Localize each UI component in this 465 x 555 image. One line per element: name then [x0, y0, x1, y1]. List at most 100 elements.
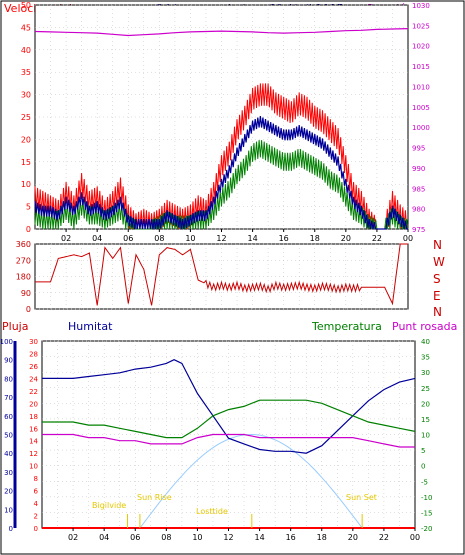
wind-time-tick-label: 00: [403, 234, 413, 243]
wind-direction-panel: 0 90 180 270 360 N W S E N: [16, 238, 445, 319]
rain-tick-label: 6: [34, 488, 39, 496]
wind-speed-tick-label: 15: [21, 158, 31, 167]
wind-low-line: [34, 140, 409, 230]
temperature-tick-label: 35: [421, 354, 430, 362]
pressure-tick-label: 975: [412, 226, 425, 234]
dewpoint-axis-title: Punt rosada: [392, 320, 457, 333]
temperature-tick-label: 10: [421, 432, 430, 440]
rain-tick-label: 30: [29, 338, 38, 346]
solar-curve-line: [139, 433, 362, 529]
wind-direction-series: [35, 243, 408, 306]
rain-time-tick-label: 18: [317, 533, 327, 542]
pressure-tick-label: 1005: [412, 104, 430, 112]
compass-letter-s: S: [433, 272, 441, 286]
rain-time-tick-label: 06: [130, 533, 140, 542]
rain-time-tick-label: 08: [161, 533, 171, 542]
wind-speed-tick-label: 20: [21, 135, 31, 144]
humidity-axis: 0 10 20 30 40 50 60 70 80 90 100: [0, 338, 13, 533]
wind-direction-axis: 0 90 180 270 360: [16, 240, 31, 314]
humidity-tick-label: 90: [4, 357, 13, 365]
pressure-tick-label: 980: [412, 206, 425, 214]
wind-time-tick-label: 08: [154, 234, 164, 243]
rain-tick-label: 16: [29, 425, 38, 433]
sun-label-sunset: Sun Set: [346, 493, 377, 502]
wind-speed-tick-label: 0: [26, 225, 31, 234]
temperature-tick-label: 20: [421, 400, 430, 408]
humidity-axis-title: Humitat: [68, 320, 113, 333]
wind-speed-tick-label: 45: [21, 23, 31, 32]
sun-events: Bigilvide Sun Rise Losttide Sun Set: [92, 493, 377, 528]
wind-time-tick-label: 20: [341, 234, 351, 243]
temperature-tick-label: -10: [421, 494, 432, 502]
wind-time-tick-label: 10: [185, 234, 195, 243]
pressure-tick-label: 985: [412, 185, 425, 193]
wind-time-tick-label: 04: [92, 234, 102, 243]
temperature-axis: -20 -15 -10 -5 0 5 10 15 20 25 30 35 40: [421, 338, 432, 533]
humidity-tick-label: 30: [4, 469, 13, 477]
humidity-tick-label: 20: [4, 488, 13, 496]
sun-label-sunrise: Sun Rise: [137, 493, 172, 502]
compass-letter-w: W: [433, 255, 445, 269]
pressure-line: [34, 28, 409, 37]
humidity-tick-label: 60: [4, 413, 13, 421]
pressure-tick-label: 1000: [412, 124, 430, 132]
humidity-tick-label: 100: [0, 338, 13, 346]
temperature-line: [42, 399, 416, 439]
rain-tick-label: 28: [29, 350, 38, 358]
humidity-tick-label: 0: [9, 525, 13, 533]
temperature-tick-label: 30: [421, 369, 430, 377]
rain-tick-label: 4: [34, 500, 39, 508]
humidity-tick-label: 50: [4, 432, 13, 440]
wind-pressure-grid: [35, 4, 408, 230]
wind-time-tick-label: 02: [61, 234, 71, 243]
wind-speed-axis: 0 5 10 15 20 25 30 35 40 45 50: [21, 1, 31, 234]
compass-letter-n-bottom: N: [433, 305, 442, 319]
wind-pressure-series: [34, 28, 409, 230]
compass-letter-e: E: [433, 289, 441, 303]
wind-average-line: [34, 116, 408, 230]
dewpoint-line: [42, 433, 415, 448]
pressure-tick-label: 1025: [412, 22, 430, 30]
pressure-tick-label: 990: [412, 165, 425, 173]
rain-time-tick-label: 16: [286, 533, 296, 542]
pressure-tick-label: 1015: [412, 63, 430, 71]
wind-gust-line: [34, 83, 409, 230]
wind-time-tick-label: 12: [216, 234, 226, 243]
wind-speed-tick-label: 5: [26, 203, 31, 212]
wind-direction-line: [35, 243, 408, 306]
wind-direction-tick-label: 270: [16, 256, 31, 265]
wind-speed-tick-label: 35: [21, 68, 31, 77]
wind-time-tick-label: 16: [279, 234, 289, 243]
pressure-axis: 975 980 985 990 995 1000 1005 1010 1015 1020 1025 1…: [412, 2, 430, 234]
pressure-tick-label: 1010: [412, 83, 430, 91]
rain-tick-label: 0: [34, 525, 38, 533]
wind-time-tick-label: 22: [372, 234, 382, 243]
wind-direction-tick-label: 0: [26, 305, 31, 314]
rain-time-axis: 02 04 06 08 10 12 14 16 18 20 22 00: [68, 528, 420, 542]
humidity-tick-label: 80: [4, 375, 13, 383]
rain-time-tick-label: 20: [348, 533, 358, 542]
wind-speed-tick-label: 40: [21, 46, 31, 55]
sun-label-transit: Losttide: [196, 507, 228, 516]
wind-direction-tick-label: 90: [21, 289, 31, 298]
rain-tick-label: 8: [34, 475, 38, 483]
rain-tick-label: 22: [29, 388, 38, 396]
rain-tick-label: 24: [29, 375, 38, 383]
compass-letter-n-top: N: [433, 238, 442, 252]
rain-tick-label: 18: [29, 413, 38, 421]
wind-speed-tick-label: 25: [21, 113, 31, 122]
rain-time-tick-label: 10: [192, 533, 202, 542]
rain-time-tick-label: 02: [68, 533, 78, 542]
wind-speed-tick-label: 10: [21, 180, 31, 189]
humidity-tick-label: 70: [4, 394, 13, 402]
temperature-tick-label: -15: [421, 509, 432, 517]
sun-label-twilight: Bigilvide: [92, 501, 126, 510]
temperature-tick-label: 5: [421, 447, 425, 455]
rain-tick-label: 20: [29, 400, 38, 408]
temperature-tick-label: 25: [421, 385, 430, 393]
pressure-tick-label: 1020: [412, 43, 430, 51]
temperature-tick-label: 15: [421, 416, 430, 424]
